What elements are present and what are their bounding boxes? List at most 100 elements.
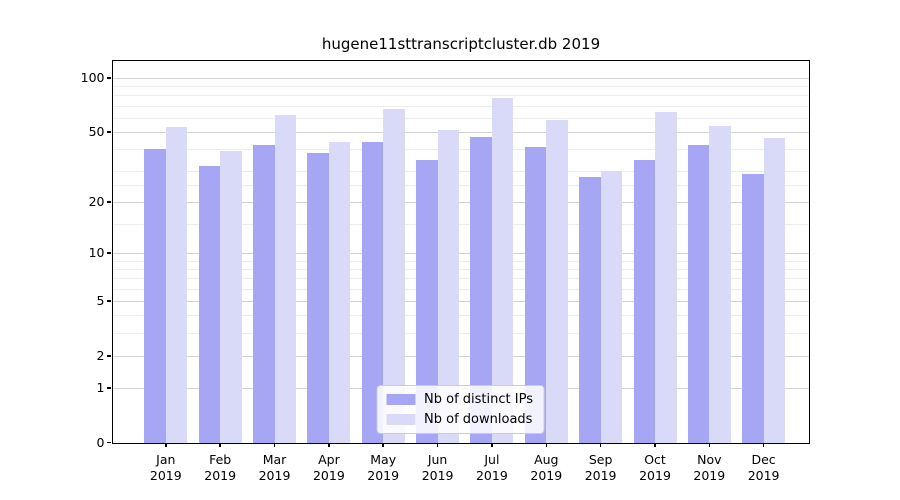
bar-downloads bbox=[709, 126, 731, 443]
y-tick-mark bbox=[106, 131, 111, 133]
major-gridline bbox=[112, 355, 809, 357]
x-tick-label-month: Mar bbox=[262, 451, 287, 467]
x-tick-label-month: Nov bbox=[697, 451, 722, 467]
chart-title: hugene11sttranscriptcluster.db 2019 bbox=[321, 35, 601, 53]
legend-label-distinct-ips: Nb of distinct IPs bbox=[424, 391, 533, 407]
x-tick-label-year: 2019 bbox=[584, 467, 617, 483]
y-tick-mark bbox=[106, 387, 111, 389]
minor-gridline bbox=[112, 278, 809, 280]
x-tick-mark bbox=[599, 442, 602, 447]
x-tick-label: Feb 2019 bbox=[192, 452, 248, 485]
minor-gridline bbox=[112, 315, 809, 317]
bar-distinct-ips bbox=[579, 176, 601, 443]
x-tick-label-month: Dec bbox=[751, 451, 776, 467]
y-tick-label: 10 bbox=[88, 245, 105, 261]
x-tick-label: Sep 2019 bbox=[573, 452, 629, 485]
minor-gridline bbox=[112, 95, 809, 97]
bar-downloads bbox=[600, 171, 623, 443]
minor-gridline bbox=[112, 223, 809, 225]
plot-area: 0 1 2 5 10 20 50 100 Jan 2019 Feb 2019 Mar 2019 Apr 201… bbox=[81, 59, 810, 483]
x-tick-mark bbox=[436, 442, 439, 447]
x-tick-label: May 2019 bbox=[355, 452, 411, 485]
x-tick-label-year: 2019 bbox=[421, 467, 454, 483]
x-tick-label: Jun 2019 bbox=[410, 452, 466, 485]
legend-label-downloads: Nb of downloads bbox=[424, 411, 533, 427]
bar-downloads bbox=[165, 127, 188, 443]
legend-item-distinct-ips: Nb of distinct IPs bbox=[386, 392, 533, 407]
legend-swatch-downloads-icon bbox=[386, 413, 416, 425]
y-tick-label: 50 bbox=[88, 123, 105, 139]
axis-layer: 0 1 2 5 10 20 50 100 Jan 2019 Feb 2019 Mar 2019 Apr 201… bbox=[81, 61, 809, 482]
x-tick-label-month: Jul bbox=[484, 451, 500, 467]
bar-distinct-ips bbox=[361, 141, 384, 443]
y-tick-label: 0 bbox=[96, 434, 105, 450]
x-tick-label-year: 2019 bbox=[367, 467, 400, 483]
y-tick-mark bbox=[106, 441, 111, 444]
y-tick-label: 20 bbox=[88, 194, 105, 209]
y-tick-mark bbox=[106, 77, 111, 79]
major-gridline bbox=[112, 253, 809, 255]
minor-gridline bbox=[112, 149, 809, 151]
x-tick-mark bbox=[219, 442, 221, 447]
minor-gridline bbox=[112, 86, 809, 88]
bar-downloads bbox=[220, 151, 242, 443]
minor-gridline bbox=[112, 171, 809, 173]
bars-layer bbox=[113, 61, 809, 443]
minor-gridline bbox=[112, 333, 809, 334]
bar-distinct-ips bbox=[198, 166, 221, 443]
bar-distinct-ips bbox=[416, 159, 438, 443]
x-tick-label-year: 2019 bbox=[530, 467, 563, 483]
x-tick-label: Jan 2019 bbox=[138, 452, 194, 485]
bar-downloads bbox=[328, 141, 351, 443]
grid-layer bbox=[112, 61, 809, 443]
x-tick-mark bbox=[762, 442, 765, 447]
y-tick-mark bbox=[106, 355, 111, 357]
x-tick-label-year: 2019 bbox=[258, 467, 291, 483]
bar-downloads bbox=[763, 138, 786, 443]
x-tick-mark bbox=[491, 442, 493, 447]
x-tick-label-month: Jan bbox=[156, 451, 176, 467]
legend: Nb of distinct IPs Nb of downloads bbox=[376, 384, 545, 434]
y-tick-mark bbox=[106, 252, 111, 254]
minor-gridline bbox=[112, 105, 809, 107]
bar-distinct-ips bbox=[253, 145, 275, 443]
bar-downloads bbox=[437, 130, 460, 443]
x-tick-label-month: Oct bbox=[644, 451, 666, 467]
bar-distinct-ips bbox=[144, 149, 166, 443]
x-tick-label-year: 2019 bbox=[639, 467, 671, 483]
bar-distinct-ips bbox=[470, 136, 492, 443]
x-tick-label-year: 2019 bbox=[312, 467, 345, 483]
bar-distinct-ips bbox=[687, 145, 710, 443]
major-gridline bbox=[112, 301, 809, 302]
x-tick-mark bbox=[382, 442, 384, 447]
bar-distinct-ips bbox=[307, 153, 329, 443]
bar-downloads bbox=[274, 115, 296, 443]
x-tick-label-year: 2019 bbox=[475, 467, 508, 483]
minor-gridline bbox=[112, 268, 809, 270]
x-tick-label: Nov 2019 bbox=[681, 452, 737, 485]
y-tick-label: 1 bbox=[96, 379, 105, 395]
bar-distinct-ips bbox=[633, 159, 655, 443]
x-tick-mark bbox=[545, 442, 547, 447]
major-gridline bbox=[112, 202, 809, 203]
x-tick-label: Aug 2019 bbox=[518, 452, 574, 485]
minor-gridline bbox=[112, 260, 809, 262]
y-tick-mark bbox=[106, 201, 111, 203]
bar-downloads bbox=[491, 98, 514, 443]
bar-distinct-ips bbox=[524, 147, 547, 443]
x-tick-mark bbox=[273, 442, 276, 447]
y-tick-label: 2 bbox=[96, 347, 105, 363]
x-tick-label-month: Aug bbox=[534, 451, 559, 467]
x-tick-label: Mar 2019 bbox=[247, 452, 303, 485]
x-tick-label: Jul 2019 bbox=[464, 452, 520, 485]
bar-downloads bbox=[383, 109, 405, 443]
y-tick-label: 5 bbox=[96, 293, 105, 308]
x-tick-label-month: Feb bbox=[209, 451, 232, 467]
x-tick-label-year: 2019 bbox=[693, 467, 726, 483]
legend-swatch-distinct-ips-icon bbox=[386, 393, 416, 405]
major-gridline bbox=[112, 78, 809, 79]
x-tick-label: Dec 2019 bbox=[736, 452, 792, 485]
legend-item-downloads: Nb of downloads bbox=[386, 412, 533, 427]
minor-gridline bbox=[112, 185, 809, 187]
